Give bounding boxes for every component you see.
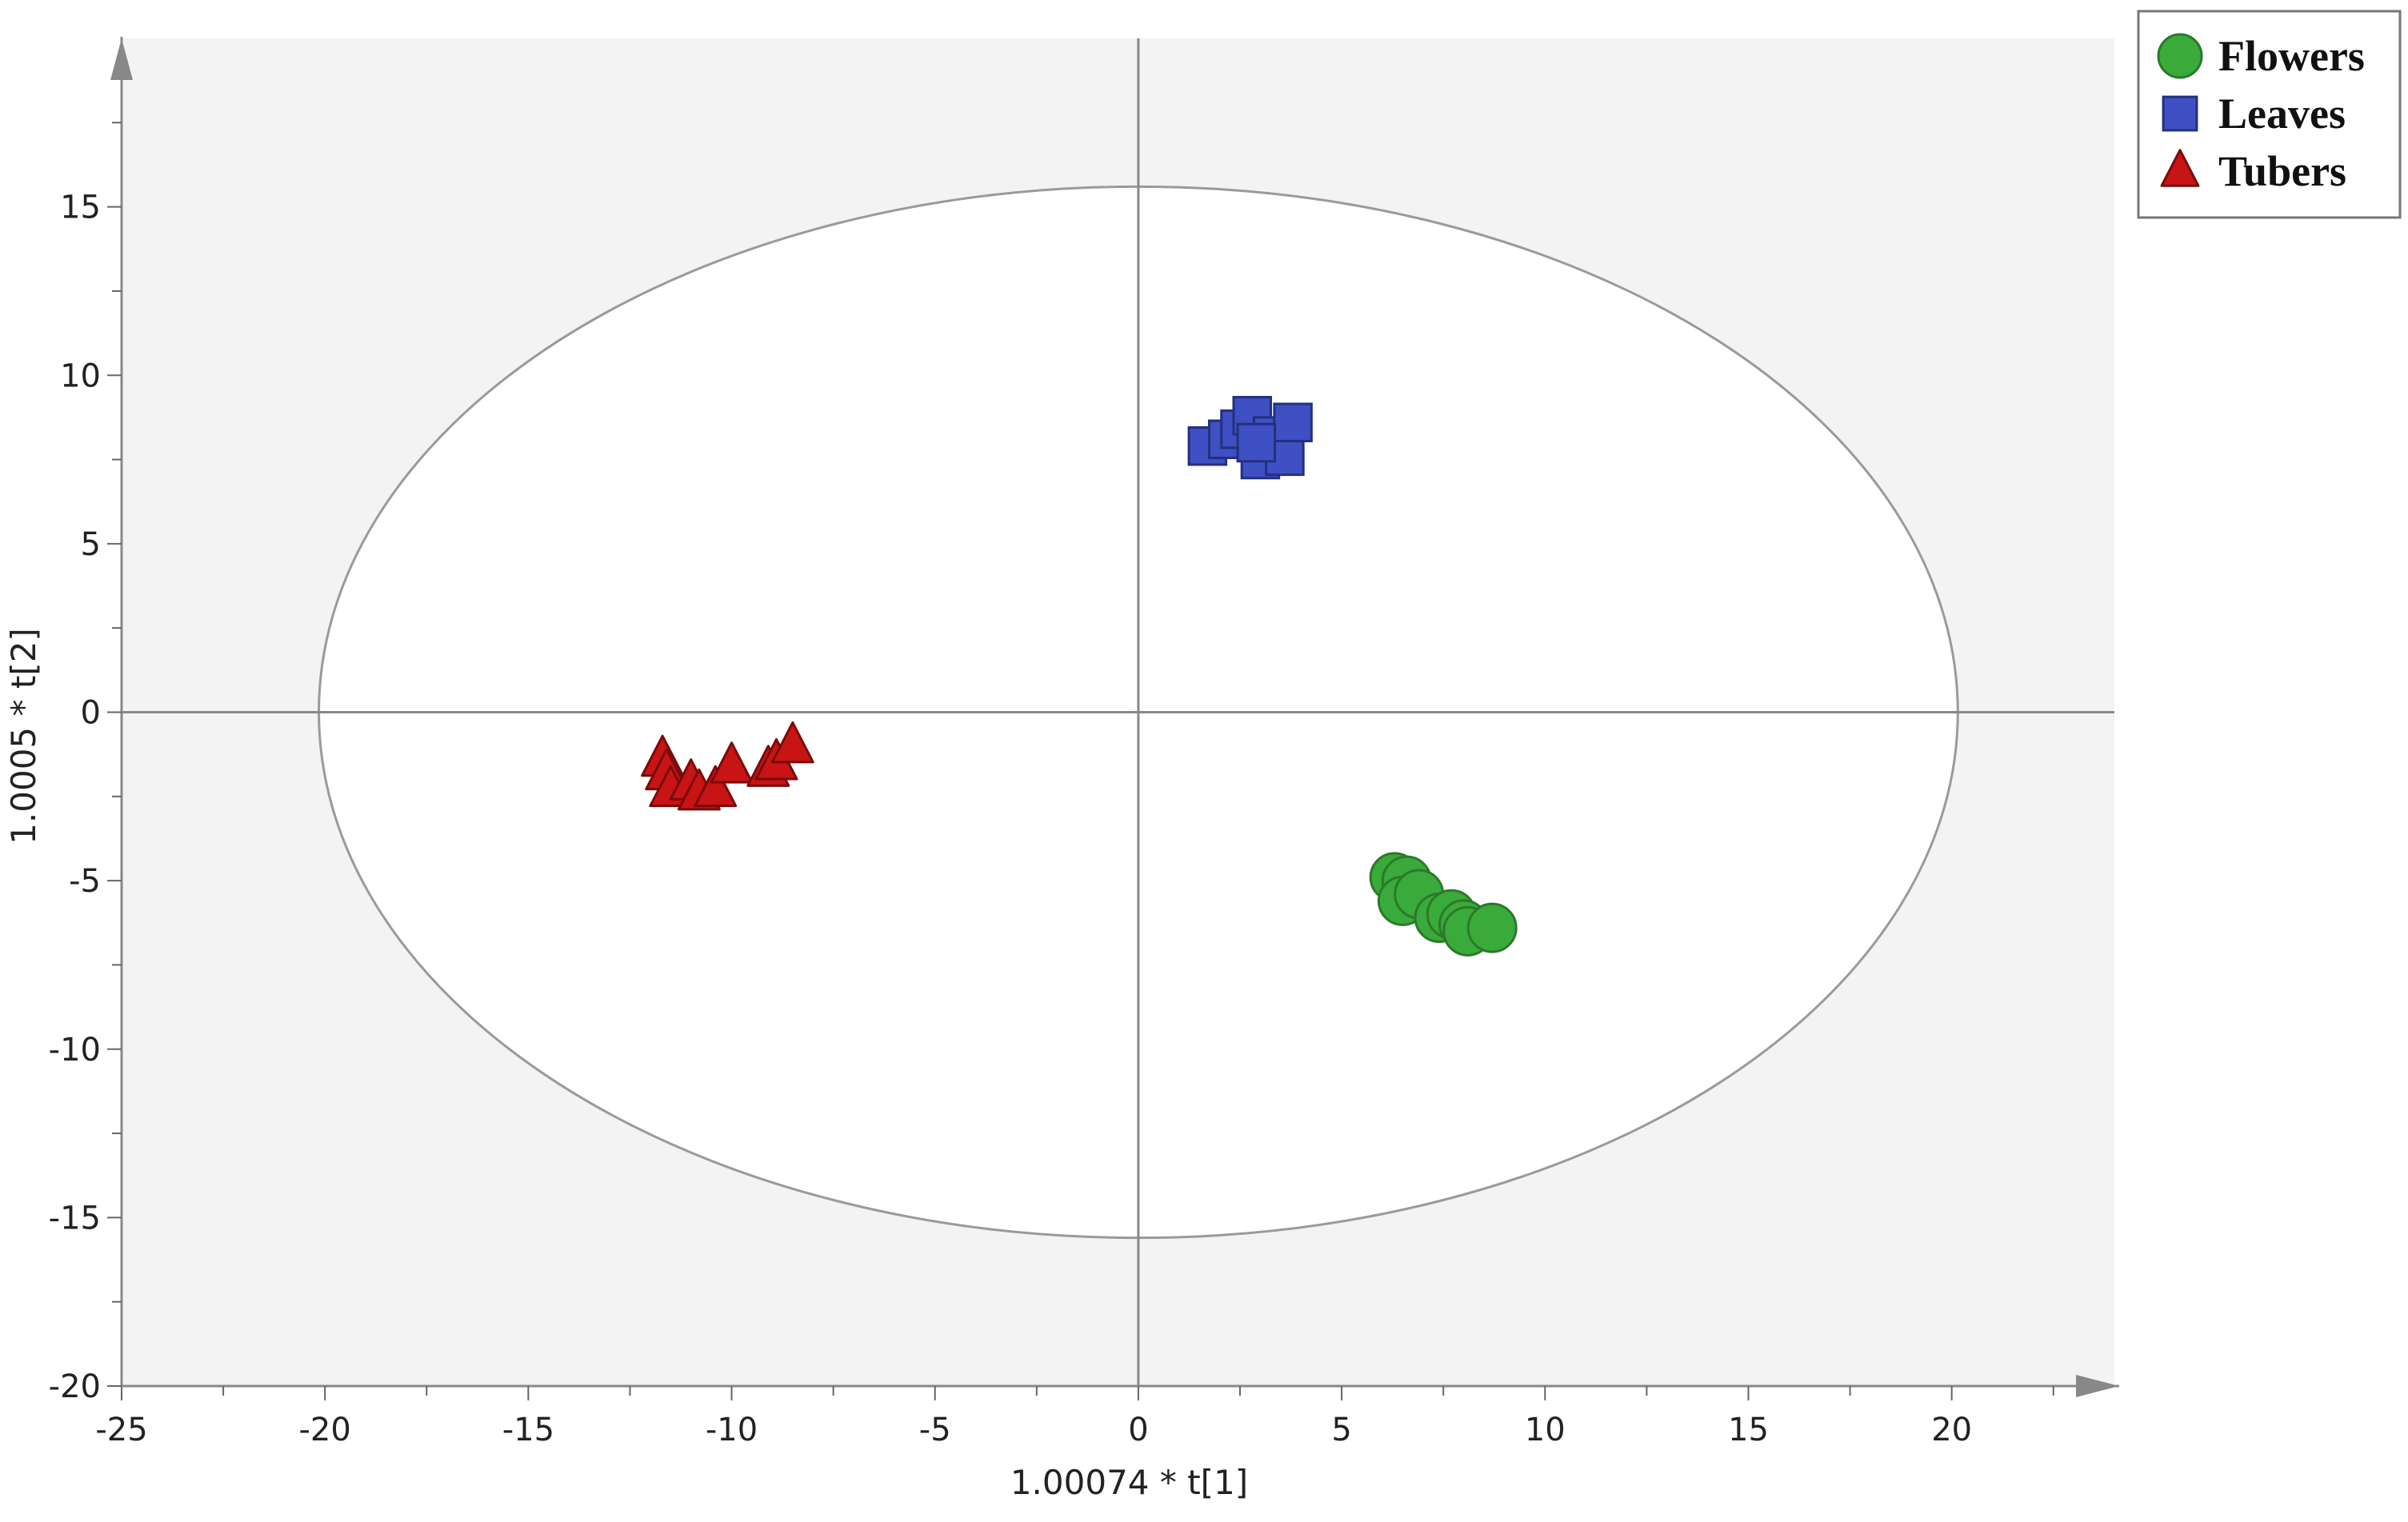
- x-tick-label: 10: [1525, 1412, 1566, 1448]
- x-tick-label: 20: [1931, 1412, 1972, 1448]
- x-tick-label: -5: [919, 1412, 951, 1448]
- y-axis-arrow-icon: [110, 38, 133, 80]
- series-tubers: [641, 721, 814, 811]
- legend-leaves-label: Leaves: [2218, 90, 2346, 138]
- y-tick-label: 10: [60, 358, 101, 394]
- legend: Flowers Leaves Tubers: [2137, 10, 2402, 219]
- flowers-point: [1466, 902, 1518, 953]
- series-leaves: [1187, 396, 1313, 480]
- y-axis-label: 1.0005 * t[2]: [4, 628, 43, 845]
- y-tick-label: 5: [81, 526, 101, 563]
- legend-tubers-label: Tubers: [2218, 147, 2346, 195]
- series-flowers: [1369, 852, 1518, 957]
- x-tick-label: -20: [299, 1412, 351, 1448]
- legend-flowers-label: Flowers: [2218, 32, 2365, 80]
- x-tick-label: 0: [1128, 1412, 1148, 1448]
- x-axis-label: 1.00074 * t[1]: [1010, 1463, 1248, 1502]
- y-tick-label: -5: [69, 863, 101, 900]
- x-tick-label: 5: [1331, 1412, 1351, 1448]
- y-tick-label: -15: [49, 1200, 101, 1236]
- y-tick-label: 0: [81, 695, 101, 732]
- x-tick-label: -25: [95, 1412, 147, 1448]
- legend-flowers-marker: [2157, 33, 2203, 79]
- y-tick-label: -20: [49, 1368, 101, 1405]
- x-axis-arrow-icon: [2076, 1375, 2119, 1397]
- x-tick-label: -10: [706, 1412, 758, 1448]
- legend-leaves-marker: [2162, 95, 2198, 132]
- x-tick-label: -15: [502, 1412, 554, 1448]
- leaves-point: [1236, 422, 1277, 463]
- y-tick-label: 15: [60, 190, 101, 226]
- y-tick-label: -10: [49, 1032, 101, 1069]
- leaves-point: [1273, 402, 1313, 442]
- tubers-point: [770, 721, 814, 764]
- x-tick-label: 15: [1728, 1412, 1769, 1448]
- legend-tubers-marker: [2160, 149, 2200, 187]
- tubers-point: [694, 765, 738, 808]
- tubers-point: [710, 741, 754, 784]
